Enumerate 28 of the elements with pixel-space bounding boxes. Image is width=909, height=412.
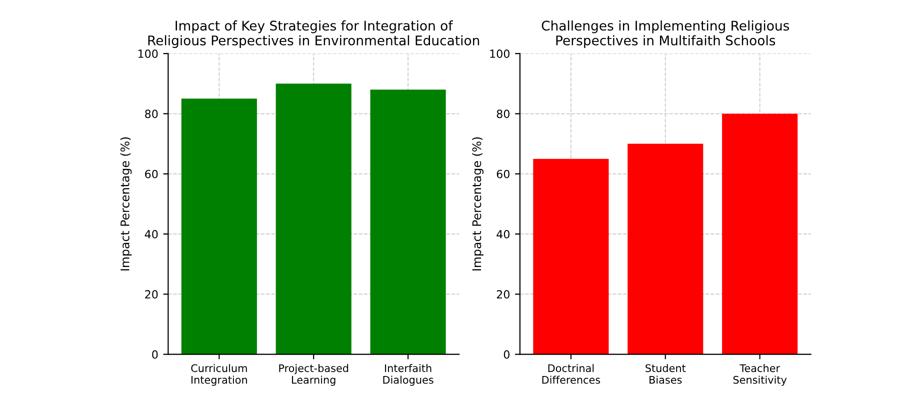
x-tick-label: Teacher Sensitivity xyxy=(733,364,787,386)
x-tick-label: Doctrinal Differences xyxy=(542,364,600,384)
y-tick-label: 20 xyxy=(496,290,510,299)
y-tick-label: 100 xyxy=(138,50,158,58)
y-tick-label: 60 xyxy=(145,170,158,178)
y-tick-label: 40 xyxy=(144,230,158,238)
x-tick-label: Student Biases xyxy=(646,364,686,384)
x-tick-label: Curriculum Integration xyxy=(191,364,247,386)
bar xyxy=(370,90,446,354)
y-axis-title: Impact Percentage (%) xyxy=(472,137,484,270)
y-tick-label: 60 xyxy=(496,170,510,178)
y-tick-label: 100 xyxy=(490,50,510,58)
bar xyxy=(722,114,798,354)
y-tick-label: 80 xyxy=(145,110,158,118)
bar xyxy=(628,144,704,354)
bar xyxy=(533,158,609,354)
y-tick-label: 0 xyxy=(504,350,510,359)
y-tick-label: 40 xyxy=(496,230,510,238)
x-tick-label: Project-based Learning xyxy=(279,364,348,386)
y-axis-title: Impact Percentage (%) xyxy=(120,137,132,270)
x-tick-label: Interfaith Dialogues xyxy=(383,364,434,386)
y-tick-label: 80 xyxy=(496,110,510,118)
y-tick-label: 20 xyxy=(145,290,158,299)
chart-title: Challenges in Implementing Religious Perspectives in Multifaith Schools xyxy=(542,20,790,48)
bar xyxy=(276,84,352,354)
y-tick-label: 0 xyxy=(152,350,158,359)
bar xyxy=(181,98,257,354)
chart-title: Impact of Key Strategies for Integration of Religious Perspectives in Environmental Education xyxy=(148,20,480,48)
